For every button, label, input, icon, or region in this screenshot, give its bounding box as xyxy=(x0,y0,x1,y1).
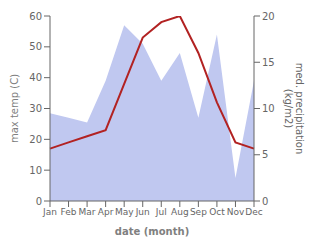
svg-text:10: 10 xyxy=(262,103,275,114)
svg-text:Dec: Dec xyxy=(245,207,262,217)
svg-text:Feb: Feb xyxy=(61,207,77,217)
svg-text:50: 50 xyxy=(29,41,42,52)
svg-text:Aug: Aug xyxy=(171,207,189,217)
svg-text:0: 0 xyxy=(262,196,268,207)
svg-text:Jul: Jul xyxy=(155,207,167,217)
svg-text:30: 30 xyxy=(29,103,42,114)
svg-text:Sep: Sep xyxy=(190,207,207,217)
svg-text:20: 20 xyxy=(262,11,275,22)
svg-text:Jun: Jun xyxy=(135,207,150,217)
svg-text:max temp (C): max temp (C) xyxy=(9,74,20,143)
svg-text:med. precipitation(kg/m2): med. precipitation(kg/m2) xyxy=(283,63,305,155)
svg-text:15: 15 xyxy=(262,57,275,68)
svg-text:5: 5 xyxy=(262,149,268,160)
svg-text:60: 60 xyxy=(29,11,42,22)
svg-text:Mar: Mar xyxy=(79,207,96,217)
svg-text:Oct: Oct xyxy=(209,207,225,217)
svg-text:0: 0 xyxy=(36,196,42,207)
svg-text:date (month): date (month) xyxy=(115,226,189,237)
svg-text:Nov: Nov xyxy=(227,207,245,217)
svg-text:40: 40 xyxy=(29,72,42,83)
svg-text:May: May xyxy=(115,207,134,217)
svg-text:10: 10 xyxy=(29,165,42,176)
svg-text:Apr: Apr xyxy=(98,207,114,217)
svg-text:20: 20 xyxy=(29,134,42,145)
svg-text:Jan: Jan xyxy=(42,207,57,217)
